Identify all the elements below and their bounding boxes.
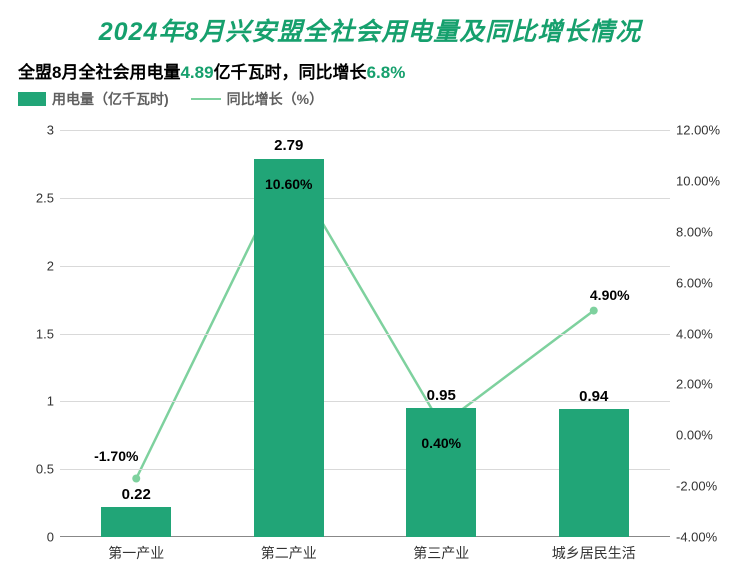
chart-title: 2024年8月兴安盟全社会用电量及同比增长情况: [0, 0, 740, 48]
subtitle-middle: 亿千瓦时，同比增长: [214, 63, 367, 82]
y-left-tick-label: 2: [18, 258, 54, 273]
line-marker: [590, 307, 598, 315]
y-left-tick-label: 1: [18, 394, 54, 409]
y-right-tick-label: 8.00%: [676, 224, 732, 239]
y-right-tick-label: 6.00%: [676, 275, 732, 290]
subtitle-value1: 4.89: [180, 63, 213, 82]
legend-line-swatch: [191, 98, 221, 100]
bar-value-label: 0.94: [579, 388, 608, 405]
y-right-tick-label: 0.00%: [676, 428, 732, 443]
bar-value-label: 2.79: [274, 137, 303, 154]
legend-bar-label: 用电量（亿千瓦时): [52, 89, 169, 109]
legend: 用电量（亿千瓦时) 同比增长（%）: [0, 85, 740, 115]
legend-line-label: 同比增长（%）: [227, 89, 323, 109]
grid-line: [60, 198, 670, 199]
y-right-tick-label: 12.00%: [676, 123, 732, 138]
bar: [101, 507, 171, 537]
x-axis-label: 第一产业: [108, 543, 164, 563]
line-path: [136, 166, 594, 479]
y-right-tick-label: 2.00%: [676, 377, 732, 392]
y-right-tick-label: -2.00%: [676, 479, 732, 494]
x-axis-label: 城乡居民生活: [552, 543, 636, 563]
x-axis-label: 第二产业: [261, 543, 317, 563]
legend-bar-swatch: [18, 92, 46, 106]
plot-area: 00.511.522.53-4.00%-2.00%0.00%2.00%4.00%…: [60, 130, 670, 537]
subtitle-prefix: 全盟8月全社会用电量: [18, 63, 180, 82]
y-left-tick-label: 3: [18, 123, 54, 138]
line-value-label: 10.60%: [265, 176, 312, 192]
bar: [254, 159, 324, 538]
y-left-tick-label: 0: [18, 530, 54, 545]
y-left-tick-label: 0.5: [18, 462, 54, 477]
grid-line: [60, 334, 670, 335]
x-axis-label: 第三产业: [413, 543, 469, 563]
line-marker: [132, 474, 140, 482]
y-right-tick-label: -4.00%: [676, 530, 732, 545]
line-value-label: 4.90%: [590, 287, 630, 303]
chart-subtitle: 全盟8月全社会用电量4.89亿千瓦时，同比增长6.8%: [0, 48, 740, 85]
grid-line: [60, 266, 670, 267]
legend-bar: 用电量（亿千瓦时): [18, 89, 169, 109]
bar-value-label: 0.22: [122, 486, 151, 503]
bar-value-label: 0.95: [427, 387, 456, 404]
y-right-tick-label: 10.00%: [676, 173, 732, 188]
line-value-label: 0.40%: [421, 435, 461, 451]
bar: [406, 408, 476, 537]
bar: [559, 409, 629, 537]
grid-line: [60, 130, 670, 131]
y-right-tick-label: 4.00%: [676, 326, 732, 341]
y-left-tick-label: 2.5: [18, 190, 54, 205]
legend-line: 同比增长（%）: [191, 89, 323, 109]
y-left-tick-label: 1.5: [18, 326, 54, 341]
line-value-label: -1.70%: [94, 448, 138, 464]
subtitle-value2: 6.8%: [367, 63, 406, 82]
